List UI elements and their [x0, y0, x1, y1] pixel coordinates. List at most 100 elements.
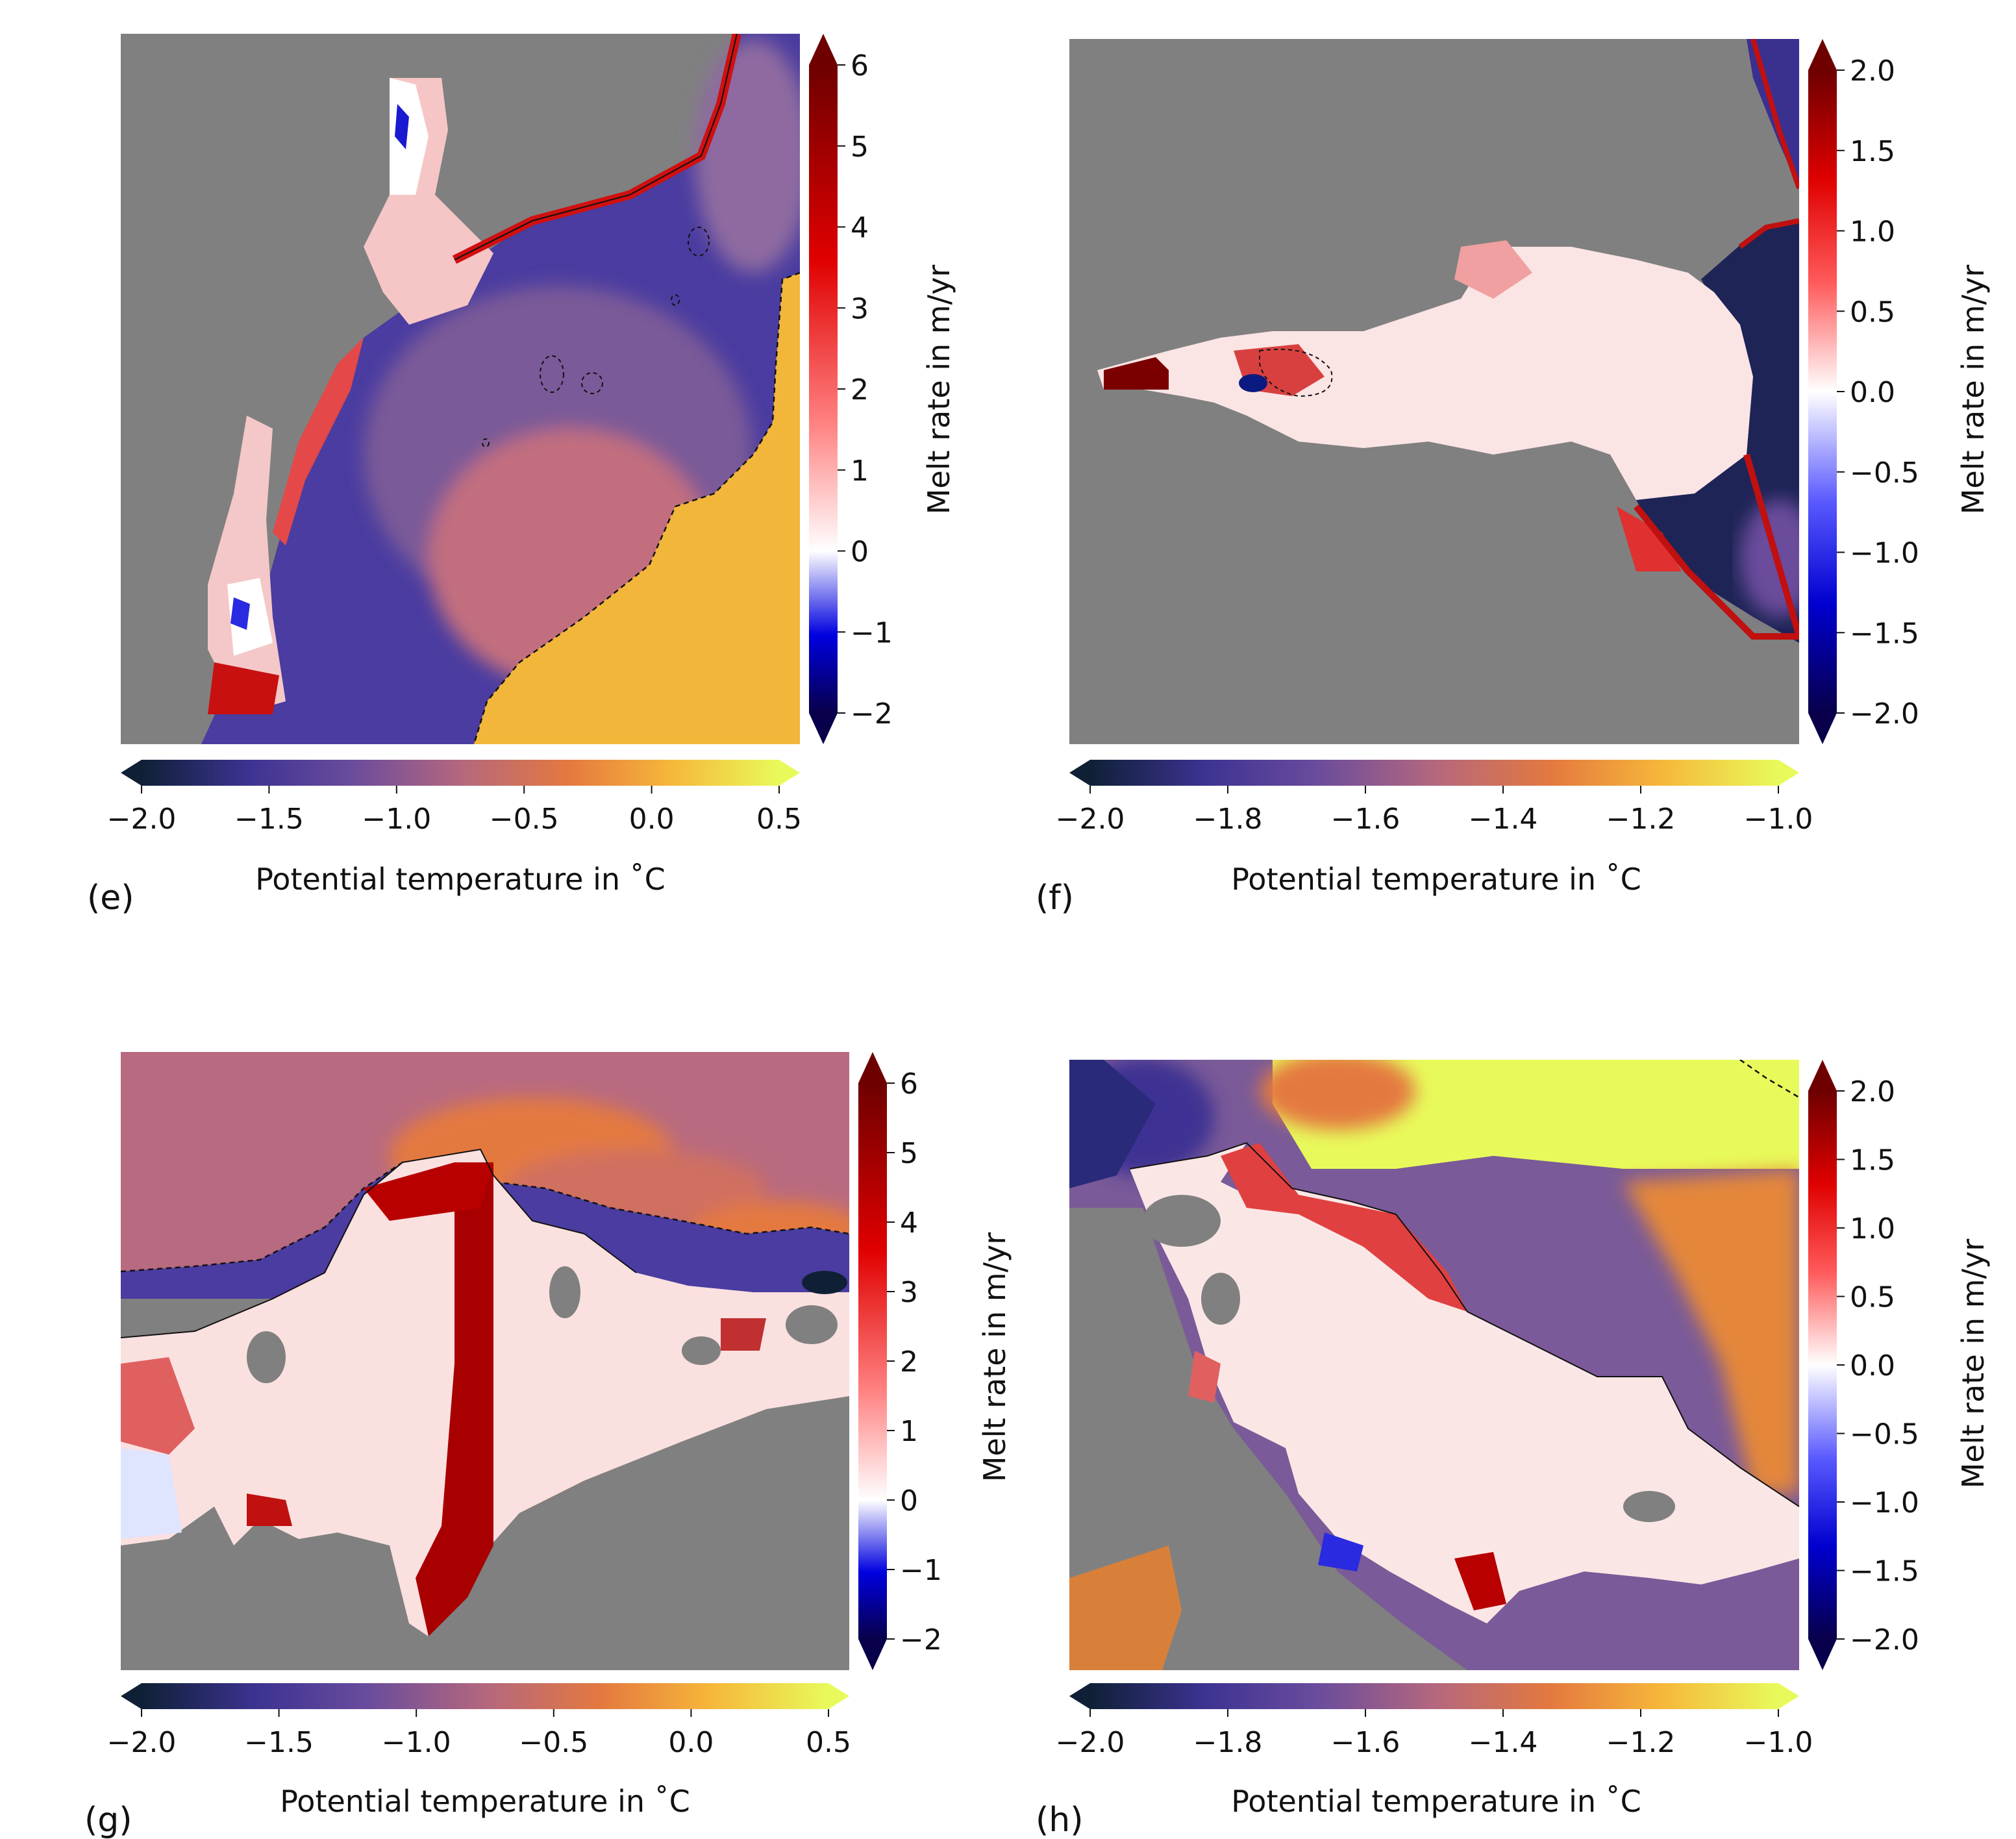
- temp-tick-label: −0.5: [490, 803, 559, 836]
- panel-f-melt-colorbar: −2.0 −1.5 −1.0 −0.5 0.0 0.5 1.0 1.5 2.0 Melt rat…: [1808, 39, 1991, 744]
- panel-g-melt-colorbar: −2 −1 0 1 2 3 4 5 6 Melt rate in m/yr: [858, 1052, 1012, 1670]
- panel-g-temp-ticks: −2.0 −1.5 −1.0 −0.5 0.0 0.5: [107, 1709, 851, 1759]
- panel-f-temp-colorbar-right-arrow: [1778, 760, 1799, 786]
- panel-f-temp-colorbar-label: Potential temperature in ˚C: [1231, 862, 1641, 897]
- temp-tick-label: −1.4: [1469, 1726, 1538, 1759]
- temp-tick-label: −2.0: [107, 803, 177, 836]
- panel-g-temp-colorbar-right-arrow: [828, 1683, 849, 1709]
- panel-h-melt-colorbar: −2.0 −1.5 −1.0 −0.5 0.0 0.5 1.0 1.5 2.0 Melt rat…: [1808, 1060, 1991, 1670]
- temp-tick-label: −1.2: [1606, 803, 1676, 836]
- melt-tick-label: 4: [851, 212, 869, 245]
- melt-tick-label: −0.5: [1850, 457, 1919, 490]
- melt-tick-label: 0.5: [1850, 1281, 1895, 1314]
- temp-tick-label: −1.5: [234, 803, 304, 836]
- melt-tick-label: −0.5: [1850, 1418, 1919, 1451]
- melt-tick-label: 1.0: [1850, 1212, 1895, 1245]
- temp-tick-label: −1.8: [1193, 803, 1263, 836]
- panel-e-melt-colorbar-lower-arrow: [809, 713, 838, 744]
- melt-tick-label: 1.5: [1850, 135, 1895, 168]
- panel-e-melt-colorbar-upper-arrow: [809, 34, 838, 65]
- melt-tick-label: −2: [851, 697, 893, 731]
- temp-tick-label: −1.6: [1331, 1726, 1400, 1759]
- melt-tick-label: −2.0: [1850, 697, 1919, 731]
- panel-h-temp-ticks: −2.0 −1.8 −1.6 −1.4 −1.2 −1.0: [1056, 1709, 1813, 1759]
- melt-tick-label: −1.5: [1850, 1555, 1919, 1588]
- panel-f-melt-colorbar-label: Melt rate in m/yr: [1956, 265, 1991, 515]
- panel-f-temp-colorbar-left-arrow: [1069, 760, 1090, 786]
- temp-tick-label: −2.0: [1056, 803, 1125, 836]
- panel-f-melt-colorbar-upper-arrow: [1808, 39, 1837, 70]
- panel-f-map: [1069, 39, 1799, 744]
- panel-h-label: (h): [1036, 1801, 1084, 1839]
- panel-e-temp-colorbar: −2.0 −1.5 −1.0 −0.5 0.0 0.5 Potential tempera…: [107, 760, 802, 897]
- temp-tick-label: −1.0: [1744, 803, 1813, 836]
- panel-e-map: [121, 34, 800, 744]
- panel-g-melt-colorbar-bar: [858, 1083, 887, 1639]
- temp-tick-label: −1.8: [1193, 1726, 1263, 1759]
- panel-g-melt-colorbar-upper-arrow: [858, 1052, 887, 1083]
- panel-e-melt-colorbar-bar: [809, 65, 838, 713]
- melt-tick-label: 1.0: [1850, 216, 1895, 249]
- temp-tick-label: −1.6: [1331, 803, 1400, 836]
- melt-tick-label: −1: [900, 1554, 942, 1587]
- melt-tick-label: 3: [900, 1276, 918, 1309]
- temp-tick-label: −2.0: [107, 1726, 177, 1759]
- panel-g-melt-ticks: −2 −1 0 1 2 3 4 5 6: [887, 1068, 942, 1657]
- panel-h-temp-colorbar-label: Potential temperature in ˚C: [1231, 1784, 1641, 1819]
- melt-tick-label: −1.5: [1850, 617, 1919, 650]
- panel-e-temp-colorbar-bar: [142, 760, 779, 786]
- panel-g-label: (g): [84, 1801, 132, 1839]
- panel-h: −2.0 −1.5 −1.0 −0.5 0.0 0.5 1.0 1.5 2.0 Melt rat…: [1036, 1060, 1991, 1839]
- melt-tick-label: −2: [900, 1623, 942, 1657]
- panel-g: −2 −1 0 1 2 3 4 5 6 Melt rate in m/yr −2.0 −1.5 −1…: [84, 1052, 1012, 1839]
- melt-tick-label: 0: [851, 536, 869, 569]
- panel-f-temp-ticks: −2.0 −1.8 −1.6 −1.4 −1.2 −1.0: [1056, 786, 1813, 836]
- temp-tick-label: −1.4: [1469, 803, 1538, 836]
- panel-g-map: [121, 1052, 849, 1670]
- melt-tick-label: 6: [900, 1068, 918, 1101]
- panel-e-temp-colorbar-right-arrow: [779, 760, 800, 786]
- melt-tick-label: 5: [900, 1137, 918, 1170]
- panel-f-melt-colorbar-bar: [1808, 70, 1837, 713]
- melt-tick-label: 0.5: [1850, 295, 1895, 329]
- melt-tick-label: −1: [851, 616, 893, 649]
- temp-tick-label: −1.0: [1744, 1726, 1813, 1759]
- panel-e-melt-colorbar: −2 −1 0 1 2 3 4 5 6 Melt rate in m/yr: [809, 34, 956, 744]
- melt-tick-label: 0.0: [1850, 1349, 1895, 1382]
- panel-g-temp-colorbar-label: Potential temperature in ˚C: [280, 1784, 690, 1819]
- melt-tick-label: 2.0: [1850, 55, 1895, 88]
- panel-f: −2.0 −1.5 −1.0 −0.5 0.0 0.5 1.0 1.5 2.0 Melt rat…: [1036, 39, 1991, 918]
- melt-tick-label: 2: [900, 1345, 918, 1379]
- temp-tick-label: 0.0: [629, 803, 675, 836]
- panel-g-melt-colorbar-label: Melt rate in m/yr: [977, 1232, 1012, 1482]
- melt-tick-label: −1.0: [1850, 537, 1919, 570]
- temp-tick-label: 0.5: [756, 803, 802, 836]
- panel-f-temp-colorbar: −2.0 −1.8 −1.6 −1.4 −1.2 −1.0 Potential tempe…: [1056, 760, 1813, 897]
- panel-e-temp-colorbar-left-arrow: [121, 760, 142, 786]
- panel-h-temp-colorbar-bar: [1090, 1683, 1778, 1709]
- panel-e-label: (e): [87, 879, 134, 918]
- panel-g-temp-colorbar: −2.0 −1.5 −1.0 −0.5 0.0 0.5 Potential tempera…: [107, 1683, 851, 1819]
- temp-tick-label: 0.5: [806, 1726, 851, 1759]
- melt-tick-label: 1.5: [1850, 1144, 1895, 1177]
- melt-tick-label: 5: [851, 131, 869, 164]
- temp-tick-label: −0.5: [519, 1726, 588, 1759]
- panel-h-map: [1069, 1060, 1799, 1670]
- panel-h-melt-colorbar-upper-arrow: [1808, 1060, 1837, 1091]
- melt-tick-label: 4: [900, 1207, 918, 1240]
- panel-h-melt-colorbar-bar: [1808, 1091, 1837, 1639]
- panel-g-temp-colorbar-left-arrow: [121, 1683, 142, 1709]
- temp-tick-label: 0.0: [668, 1726, 714, 1759]
- panel-e-temp-colorbar-label: Potential temperature in ˚C: [255, 862, 666, 897]
- temp-tick-label: −1.5: [244, 1726, 314, 1759]
- panel-g-melt-colorbar-lower-arrow: [858, 1639, 887, 1670]
- panel-h-melt-colorbar-label: Melt rate in m/yr: [1956, 1239, 1991, 1489]
- temp-tick-label: −2.0: [1056, 1726, 1125, 1759]
- melt-tick-label: 0: [900, 1484, 918, 1518]
- melt-tick-label: −1.0: [1850, 1486, 1919, 1520]
- panel-e: −2 −1 0 1 2 3 4 5 6 Melt rate in m/yr −2.0 −1.5 −1…: [87, 34, 956, 918]
- melt-tick-label: 2: [851, 373, 869, 407]
- panel-h-temp-colorbar: −2.0 −1.8 −1.6 −1.4 −1.2 −1.0 Potential tempe…: [1056, 1683, 1813, 1819]
- panel-g-temp-colorbar-bar: [142, 1683, 828, 1709]
